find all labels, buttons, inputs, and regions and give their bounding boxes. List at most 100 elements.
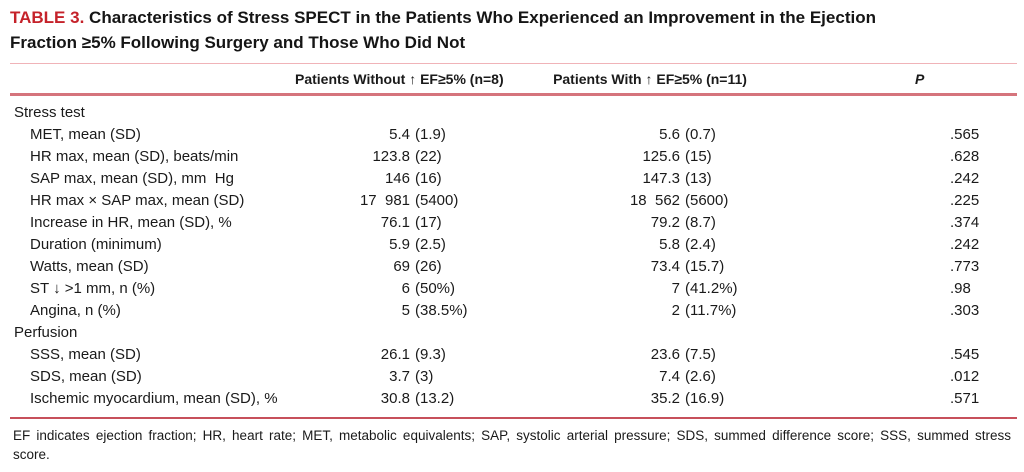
value-paren: (0.7) — [685, 125, 716, 143]
value-number: 146 — [384, 169, 410, 187]
value-paren: (17) — [415, 213, 442, 231]
table-title: TABLE 3. Characteristics of Stress SPECT… — [10, 5, 1014, 55]
value-paren: (11.7%) — [685, 301, 737, 319]
table-footnote: EF indicates ejection fraction; HR, hear… — [13, 426, 1011, 464]
table-row: Angina, n (%) 5 (38.5%) 2 (11.7%) .303 — [10, 299, 1017, 321]
value-number: 5.6 — [659, 125, 680, 143]
value-with-ef: 35.2 (16.9) — [520, 390, 820, 407]
value-without-ef: 146 (16) — [315, 170, 520, 187]
value-p: .012 — [950, 367, 980, 385]
value-paren: (9.3) — [415, 345, 446, 363]
value-with-ef: 73.4 (15.7) — [520, 258, 820, 275]
value-with-ef: 5.8 (2.4) — [520, 236, 820, 253]
value-paren: (5600) — [685, 191, 729, 209]
value-with-ef: 79.2 (8.7) — [520, 214, 820, 231]
value-with-ef: 2 (11.7%) — [520, 302, 820, 319]
row-label: Duration (minimum) — [30, 235, 162, 253]
value-without-ef: 17 981 (5400) — [315, 192, 520, 209]
value-paren: (22) — [415, 147, 442, 165]
value-number: 125.6 — [642, 147, 680, 165]
rule-under-header — [10, 93, 1017, 96]
row-label: SSS, mean (SD) — [30, 345, 141, 363]
row-label: HR max, mean (SD), beats/min — [30, 147, 239, 165]
value-paren: (15.7) — [685, 257, 725, 275]
table-row: HR max, mean (SD), beats/min 123.8 (22) 125… — [10, 145, 1017, 167]
rule-under-title — [10, 63, 1017, 64]
value-number: 76.1 — [380, 213, 410, 231]
value-p: .571 — [950, 389, 980, 407]
value-p: .242 — [950, 235, 980, 253]
table-body: Stress test MET, mean (SD) 5.4 (1.9) 5.6 (0.7… — [10, 96, 1017, 409]
value-with-ef: 23.6 (7.5) — [520, 346, 820, 363]
column-header-p-value: P — [915, 70, 925, 87]
table-row: ST ↓ >1 mm, n (%) 6 (50%) 7 (41.2%) .98 — [10, 277, 1017, 299]
value-p: .545 — [950, 345, 980, 363]
value-paren: (8.7) — [685, 213, 716, 231]
footnote-line1: EF indicates ejection fraction; HR, hear… — [13, 428, 1011, 443]
table-row: Watts, mean (SD) 69 (26) 73.4 (15.7) .773 — [10, 255, 1017, 277]
value-paren: (26) — [415, 257, 442, 275]
value-paren: (13) — [685, 169, 712, 187]
table-row: Duration (minimum) 5.9 (2.5) 5.8 (2.4) .242 — [10, 233, 1017, 255]
table-row: SAP max, mean (SD), mm Hg 146 (16) 147.3 (13… — [10, 167, 1017, 189]
value-number: 30.8 — [380, 389, 410, 407]
value-with-ef: 18 562 (5600) — [520, 192, 820, 209]
value-without-ef: 6 (50%) — [315, 280, 520, 297]
value-p: .303 — [950, 301, 980, 319]
value-number: 3.7 — [389, 367, 410, 385]
value-number: 2 — [671, 301, 680, 319]
row-label: MET, mean (SD) — [30, 125, 141, 143]
row-label: Ischemic myocardium, mean (SD), % — [30, 389, 278, 407]
value-without-ef: 76.1 (17) — [315, 214, 520, 231]
column-header-with-ef: Patients With ↑ EF≥5% (n=11) — [553, 70, 747, 87]
row-label: Angina, n (%) — [30, 301, 121, 319]
value-number: 69 — [393, 257, 410, 275]
value-paren: (2.4) — [685, 235, 716, 253]
value-paren: (15) — [685, 147, 712, 165]
value-paren: (50%) — [415, 279, 456, 297]
table-title-line1: Characteristics of Stress SPECT in the P… — [89, 8, 876, 27]
value-p: .565 — [950, 125, 980, 143]
value-number: 5.4 — [389, 125, 410, 143]
value-with-ef: 5.6 (0.7) — [520, 126, 820, 143]
value-paren: (2.5) — [415, 235, 446, 253]
value-p: .242 — [950, 169, 980, 187]
value-without-ef: 69 (26) — [315, 258, 520, 275]
table-number-label: TABLE 3. — [10, 8, 85, 27]
table-row: Ischemic myocardium, mean (SD), % 30.8 (13… — [10, 387, 1017, 409]
table-row: Increase in HR, mean (SD), % 76.1 (17) 79.2… — [10, 211, 1017, 233]
row-label: SAP max, mean (SD), mm Hg — [30, 169, 234, 187]
footnote-line2: score. — [13, 447, 50, 462]
value-paren: (3) — [415, 367, 434, 385]
rule-above-footnote — [10, 417, 1017, 419]
section-row: Perfusion — [10, 321, 1017, 343]
value-number: 79.2 — [650, 213, 680, 231]
value-paren: (2.6) — [685, 367, 716, 385]
value-paren: (5400) — [415, 191, 459, 209]
value-p: .225 — [950, 191, 980, 209]
section-row: Stress test — [10, 101, 1017, 123]
row-label: Watts, mean (SD) — [30, 257, 149, 275]
value-number: 73.4 — [650, 257, 680, 275]
value-paren: (1.9) — [415, 125, 446, 143]
value-number: 5.8 — [659, 235, 680, 253]
section-label: Perfusion — [14, 323, 78, 341]
value-number: 7.4 — [659, 367, 680, 385]
value-with-ef: 7.4 (2.6) — [520, 368, 820, 385]
value-number: 147.3 — [642, 169, 680, 187]
value-number: 17 981 — [359, 191, 410, 209]
row-label: HR max × SAP max, mean (SD) — [30, 191, 245, 209]
table-row: MET, mean (SD) 5.4 (1.9) 5.6 (0.7) .565 — [10, 123, 1017, 145]
value-p: .773 — [950, 257, 980, 275]
value-with-ef: 7 (41.2%) — [520, 280, 820, 297]
table-row: HR max × SAP max, mean (SD) 17 981 (5400) 1… — [10, 189, 1017, 211]
table-row: SSS, mean (SD) 26.1 (9.3) 23.6 (7.5) .545 — [10, 343, 1017, 365]
section-label: Stress test — [14, 103, 85, 121]
value-paren: (16.9) — [685, 389, 725, 407]
value-number: 5.9 — [389, 235, 410, 253]
column-header-row: Patients Without ↑ EF≥5% (n=8) Patients … — [10, 65, 1017, 92]
value-number: 6 — [401, 279, 410, 297]
value-paren: (38.5%) — [415, 301, 468, 319]
value-number: 7 — [671, 279, 680, 297]
value-number: 18 562 — [629, 191, 680, 209]
